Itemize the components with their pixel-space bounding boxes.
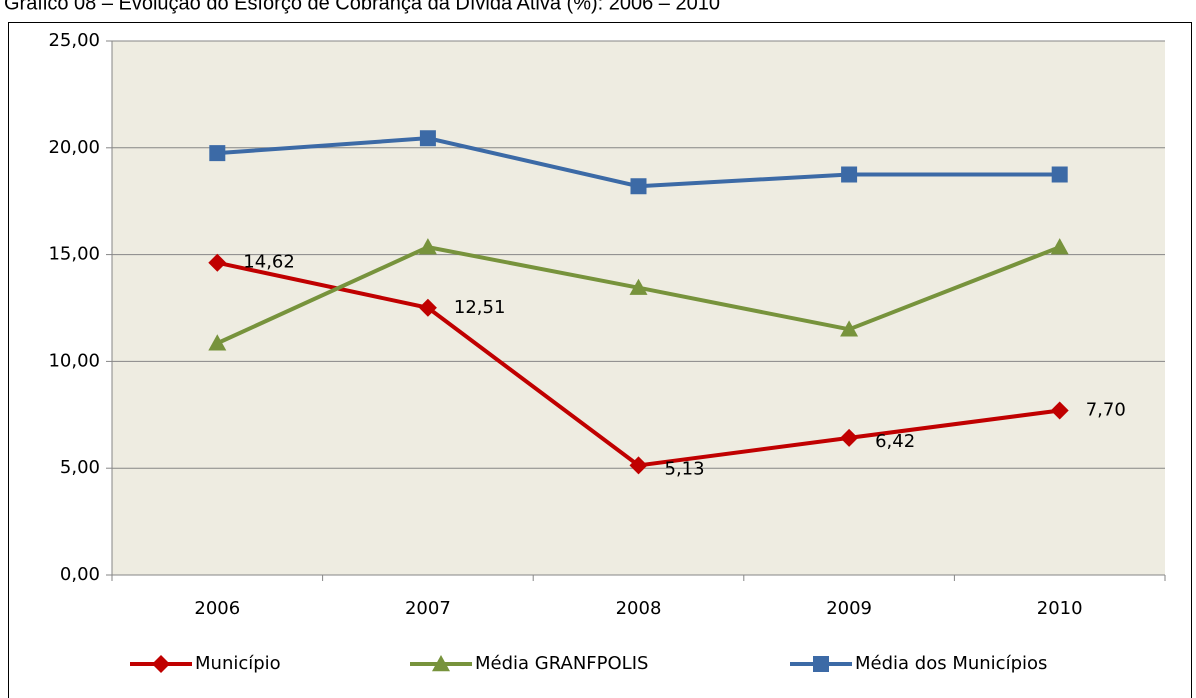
data-point: [419, 130, 436, 147]
data-point: [840, 320, 859, 337]
data-point: [1051, 166, 1068, 183]
legend-label: Média dos Municípios: [855, 653, 1047, 674]
y-tick-label: 20,00: [48, 137, 100, 158]
data-label: 6,42: [875, 431, 915, 452]
data-label: 12,51: [454, 297, 506, 318]
data-point: [1050, 401, 1069, 420]
data-point: [418, 238, 437, 255]
data-point: [841, 166, 858, 183]
data-point: [629, 278, 648, 295]
data-point: [629, 456, 648, 475]
x-tick-label: 2007: [405, 598, 451, 619]
y-tick-label: 5,00: [60, 457, 100, 478]
legend-marker: [432, 655, 450, 672]
y-tick-label: 10,00: [48, 350, 100, 371]
data-label: 5,13: [665, 458, 705, 479]
y-tick-label: 0,00: [60, 564, 100, 585]
data-point: [208, 334, 227, 351]
data-label: 14,62: [243, 252, 295, 273]
data-label: 7,70: [1086, 400, 1126, 421]
y-tick-label: 25,00: [48, 30, 100, 51]
legend-label: Município: [195, 653, 281, 674]
x-tick-label: 2006: [194, 598, 240, 619]
y-tick-label: 15,00: [48, 244, 100, 265]
plot-area: [112, 41, 1165, 575]
data-point: [1050, 238, 1069, 255]
x-tick-label: 2009: [826, 598, 872, 619]
legend-marker: [813, 656, 829, 672]
chart-title: Gráfico 08 – Evolução do Esforço de Cobr…: [4, 0, 720, 14]
data-point: [630, 178, 647, 195]
x-tick-label: 2010: [1037, 598, 1083, 619]
data-point: [209, 145, 226, 162]
data-point: [840, 428, 859, 447]
data-point: [418, 298, 437, 317]
legend-label: Média GRANFPOLIS: [475, 653, 648, 674]
data-point: [208, 253, 227, 272]
x-tick-label: 2008: [616, 598, 662, 619]
legend-marker: [152, 655, 170, 673]
